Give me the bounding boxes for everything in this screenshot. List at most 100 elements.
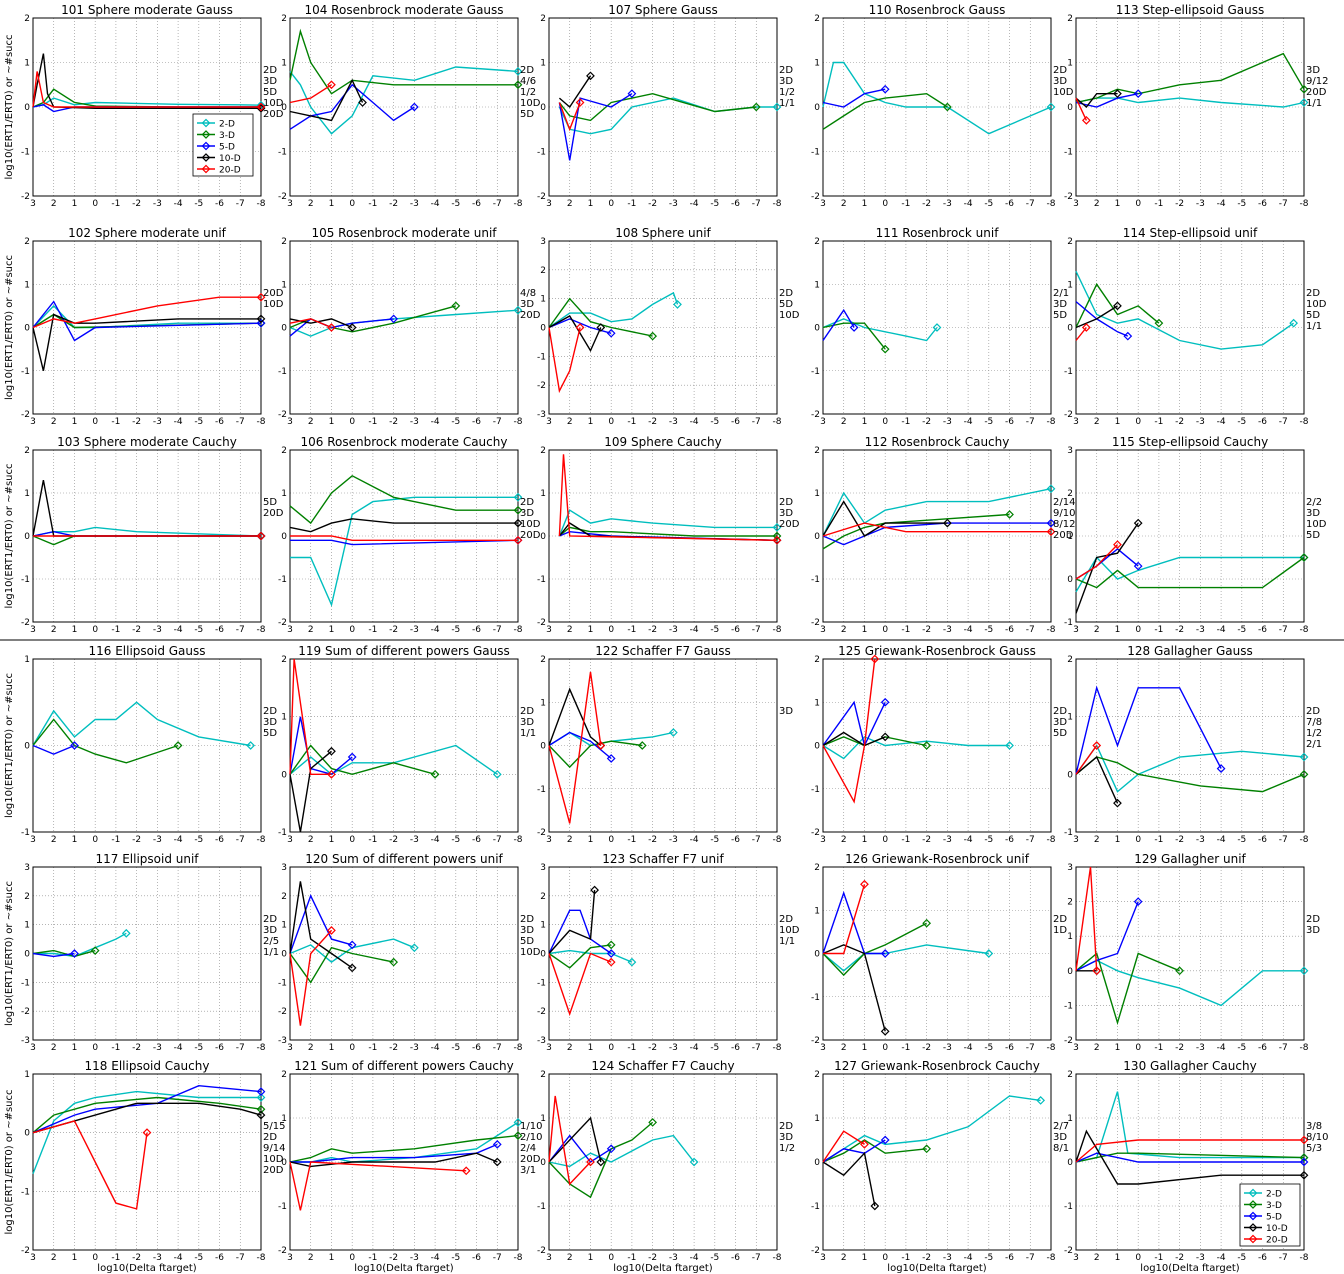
x-tick-label: 1 [329,625,335,635]
y-tick-label: 1 [281,713,287,723]
panel: 108 Sphere unif 3 2 1 0 -1 -2 -3 -4 -5 -6 -7 -8 -3 -2 -… [537,226,800,427]
x-tick-label: 2 [841,1043,847,1053]
chart-title: 128 Gallagher Gauss [1127,644,1253,658]
series-marker [430,769,440,779]
x-tick-label: 3 [820,625,826,635]
x-tick-label: 0 [92,199,98,209]
chart-title: 116 Ellipsoid Gauss [88,644,205,658]
x-tick-label: -8 [1047,199,1056,209]
series-marker [860,1140,869,1149]
end-label: 3D [1306,925,1320,936]
x-tick-label: -3 [410,625,419,635]
x-tick-label: -3 [943,199,952,209]
x-tick-label: -6 [1005,1253,1014,1263]
series-line [1075,1152,1304,1163]
x-tick-label: 0 [882,625,888,635]
series-marker [1133,561,1143,571]
chart-title: 126 Griewank-Rosenbrock unif [845,852,1030,866]
series-marker [586,1157,595,1167]
legend-label: 3-D [219,131,235,141]
x-tick-label: 0 [349,1253,355,1263]
end-label: 3D [1053,717,1067,728]
x-axis-label: log10(Delta ftarget) [887,1263,986,1274]
x-tick-label: 1 [329,417,335,427]
legend-label: 2-D [1266,1190,1282,1200]
x-tick-label: 0 [92,1253,98,1263]
x-tick-label: -7 [752,625,761,635]
end-label: 4/8 [520,288,536,299]
x-tick-label: -5 [194,625,203,635]
x-tick-label: -7 [1279,835,1288,845]
y-tick-label: -1 [811,575,820,585]
series-line [290,496,518,608]
chart-title: 114 Step-ellipsoid unif [1123,226,1258,240]
panel: 110 Rosenbrock Gauss 3 2 1 0 -1 -2 -3 -4 -5 -6 -7 -8… [811,3,1074,209]
panel: 118 Ellipsoid Cauchy 3 2 1 0 -1 -2 -3 -4 -5 -6 -7 -8… [4,1059,285,1274]
series-line [1075,745,1098,775]
x-tick-label: -7 [752,835,761,845]
x-tick-label: -7 [1026,199,1035,209]
series-marker [1133,89,1143,99]
x-tick-label: 0 [92,835,98,845]
y-tick-label: 0 [1067,967,1073,977]
legend-label: 20-D [1266,1236,1288,1246]
legend-label: 2-D [219,120,235,130]
x-tick-label: 0 [882,199,888,209]
end-label: 3D [779,508,793,519]
x-tick-label: -8 [773,835,782,845]
x-tick-label: 3 [820,1043,826,1053]
x-tick-label: 2 [308,1253,314,1263]
series-line [822,1139,886,1163]
end-label: 5D [1053,310,1067,321]
x-tick-label: -3 [669,625,678,635]
x-tick-label: -5 [1237,835,1246,845]
x-tick-label: 2 [308,625,314,635]
x-tick-label: 2 [841,1253,847,1263]
x-tick-label: -4 [690,625,699,635]
series-line [1075,52,1305,104]
x-tick-label: -7 [236,199,245,209]
y-tick-label: -2 [21,1246,30,1256]
y-tick-label: -1 [537,1202,546,1212]
series-line [548,1134,695,1168]
x-tick-label: -8 [773,625,782,635]
x-tick-label: -5 [194,417,203,427]
y-tick-label: 2 [540,1070,546,1080]
panel: 105 Rosenbrock moderate unif 3 2 1 0 -1 -2 -3 -4… [278,226,541,427]
x-tick-label: 1 [329,199,335,209]
series-marker [1299,966,1309,976]
y-tick-label: -3 [278,1036,287,1046]
y-tick-label: 2 [281,1070,287,1080]
end-label: 10D [263,1154,284,1165]
panel: 101 Sphere moderate Gauss 3 2 1 0 -1 -2 -3 -4 -5 -… [4,3,284,209]
y-tick-label: 0 [281,1158,287,1168]
series-marker [327,80,336,90]
y-tick-label: -2 [21,410,30,420]
series-marker [492,1140,502,1149]
x-tick-label: 0 [882,835,888,845]
x-tick-label: -7 [236,835,245,845]
x-tick-label: -2 [1175,835,1184,845]
series-marker [772,102,782,112]
series-line [548,1116,602,1163]
x-tick-label: -6 [215,835,224,845]
series-line [548,291,679,329]
y-tick-label: 2 [1067,1070,1073,1080]
series-line [1075,1139,1304,1163]
series-marker [347,940,357,950]
series-line [289,881,353,969]
y-axis-label: log10(ERT1/ERT0) or ~#succ [4,1089,15,1234]
y-tick-label: 2 [1067,898,1073,908]
series-marker [922,918,932,928]
series-line [32,949,96,958]
series-marker [347,963,357,973]
x-tick-label: -2 [648,417,657,427]
x-tick-label: -1 [627,1253,636,1263]
end-label: 2/5 [263,936,279,947]
end-label: 2D [1053,914,1067,925]
end-label: 3D [520,925,534,936]
panel: 120 Sum of different powers unif 3 2 1 0 -1 -2… [278,852,541,1053]
x-tick-label: -5 [451,1043,460,1053]
end-label: 20D [263,1165,284,1176]
y-tick-label: 0 [540,742,546,752]
